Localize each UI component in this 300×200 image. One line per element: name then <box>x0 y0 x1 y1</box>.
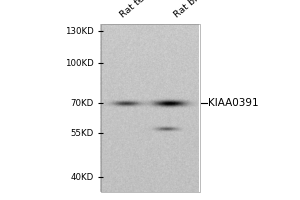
Text: Rat testis: Rat testis <box>118 0 159 20</box>
Text: KIAA0391: KIAA0391 <box>208 98 259 108</box>
Text: Rat brain: Rat brain <box>172 0 212 20</box>
Text: 55KD: 55KD <box>71 129 94 138</box>
Text: 40KD: 40KD <box>71 172 94 182</box>
Bar <box>100 24 200 192</box>
Text: 130KD: 130KD <box>65 26 94 36</box>
Text: 100KD: 100KD <box>65 58 94 68</box>
Text: 70KD: 70KD <box>71 98 94 108</box>
